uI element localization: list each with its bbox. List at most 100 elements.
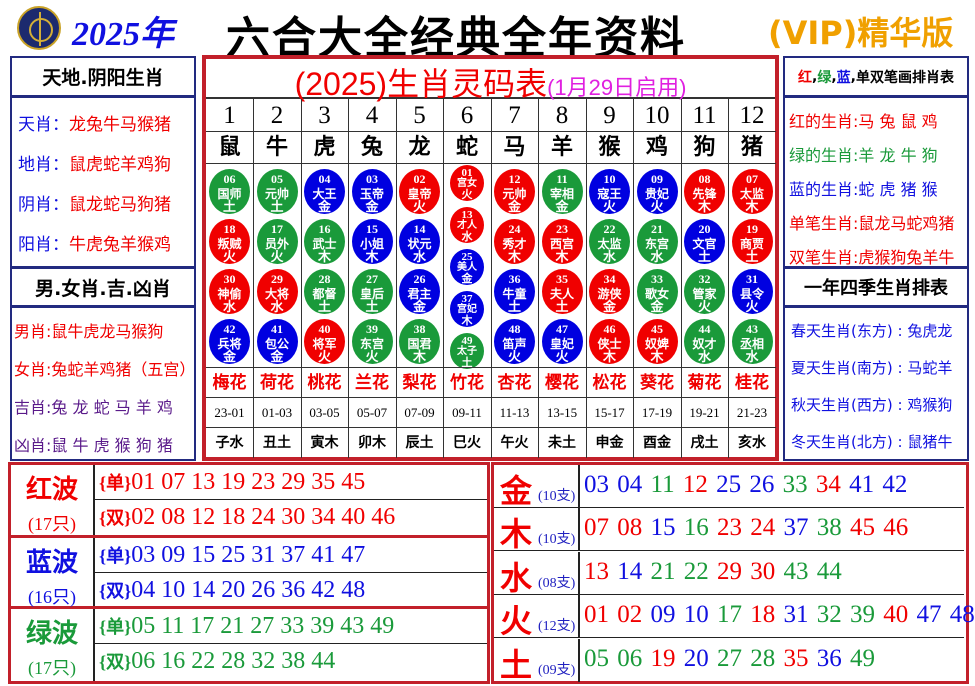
- table-subtitle: (1月29日启用): [547, 75, 687, 100]
- ball-title: 西宫: [549, 236, 574, 251]
- zodiac-name: 猴: [586, 132, 633, 164]
- number-ball[interactable]: 13 才人水: [450, 207, 484, 243]
- number-ball[interactable]: 41 包公金: [256, 318, 298, 364]
- odd-label: {单}: [99, 617, 132, 637]
- ball-number: 29: [271, 271, 283, 286]
- zodiac-name: 虎: [301, 132, 348, 164]
- number-ball[interactable]: 34 游侠金: [589, 268, 630, 314]
- number-ball[interactable]: 12 元帅金: [494, 168, 535, 214]
- number-ball[interactable]: 18 叛贼火: [209, 218, 250, 264]
- zodiac-column: 10 鸡 09 贵妃火 21 东宫水 33 歌女金 45 奴婢木葵花 17-19 酉金: [633, 99, 682, 458]
- element-numbers: 05 06 19 20 27 28 35 36 49: [584, 645, 875, 673]
- time-range: 01-03: [253, 398, 301, 428]
- number-ball[interactable]: 06 国师土: [209, 168, 250, 214]
- earthly-branch: 卯木: [358, 435, 386, 451]
- number-ball[interactable]: 35 夫人土: [541, 268, 583, 314]
- item-key: 春天生肖(东方): [791, 322, 893, 340]
- number-ball[interactable]: 22 太监水: [589, 218, 630, 264]
- number-ball[interactable]: 15 小姐木: [351, 218, 393, 264]
- number-ball[interactable]: 21 东宫水: [636, 218, 678, 264]
- element-number: 36: [816, 644, 842, 672]
- number-ball[interactable]: 05 元帅土: [256, 168, 298, 214]
- number-ball[interactable]: 01 宫女火: [450, 165, 484, 201]
- number-ball[interactable]: 32 管家火: [684, 268, 725, 314]
- zodiac-column: 2 牛 05 元帅土 17 员外火 29 大将水 41 包公金荷花 01-03 丑土: [253, 99, 302, 458]
- number-ball[interactable]: 44 奴才水: [684, 318, 725, 364]
- earthly-branch: 戌土: [690, 435, 719, 451]
- number-ball[interactable]: 23 西宫木: [541, 218, 583, 264]
- number-ball[interactable]: 26 君主金: [399, 268, 440, 314]
- flower-name: 梨花: [396, 367, 443, 398]
- time-range: 11-13: [491, 398, 538, 428]
- element-label: 火 (12支): [494, 595, 580, 640]
- zodiac-name: 蛇: [443, 132, 491, 164]
- number-ball[interactable]: 11 宰相金: [541, 168, 583, 214]
- number-ball[interactable]: 28 都督土: [304, 268, 345, 314]
- number-ball[interactable]: 17 员外火: [256, 218, 298, 264]
- element-number: 29: [717, 557, 742, 585]
- element-number: 42: [882, 471, 908, 498]
- zodiac-column: 12 猪 07 太监木 19 商贾土 31 县令火 43 丞相水桂花 21-23 亥水: [728, 99, 777, 458]
- number-ball[interactable]: 43 丞相水: [731, 318, 773, 364]
- item-sep: :: [853, 248, 859, 267]
- item-key: 秋天生肖(西方): [791, 396, 893, 414]
- number-ball[interactable]: 36 牛童土: [494, 268, 535, 314]
- item-sep: :: [46, 360, 52, 379]
- number-ball[interactable]: 38 国君木: [399, 318, 440, 364]
- element-number: 25: [716, 471, 742, 498]
- number-ball[interactable]: 30 神偷水: [209, 268, 250, 314]
- number-ball[interactable]: 31 县令火: [731, 268, 773, 314]
- number-ball[interactable]: 02 皇帝火: [399, 168, 440, 215]
- number-ball[interactable]: 08 先锋木: [684, 168, 725, 214]
- number-ball[interactable]: 42 兵将金: [209, 318, 250, 364]
- color-stroke-item: 单笔生肖:鼠龙马蛇鸡猪: [789, 210, 954, 234]
- item-sep: ：: [52, 195, 69, 215]
- ball-title: 将军: [312, 336, 337, 351]
- number-ball[interactable]: 49 太子土: [450, 333, 484, 369]
- number-ball[interactable]: 07 太监木: [731, 168, 773, 214]
- element-number: 40: [883, 601, 909, 629]
- ball-element: 木: [650, 349, 664, 365]
- number-ball[interactable]: 20 文官土: [684, 218, 725, 264]
- number-ball[interactable]: 04 大王金: [304, 168, 345, 214]
- ball-title: 神偷: [217, 286, 242, 301]
- ball-title: 夫人: [549, 286, 574, 301]
- number-ball[interactable]: 03 玉帝金: [351, 168, 393, 214]
- element-number: 13: [584, 557, 609, 585]
- number-ball[interactable]: 29 大将水: [256, 268, 298, 315]
- number-ball[interactable]: 19 商贾土: [731, 218, 773, 264]
- item-key: 蓝的生肖: [789, 180, 854, 199]
- green-label: 绿: [817, 69, 832, 86]
- number-ball[interactable]: 37 宫妃木: [450, 291, 484, 327]
- number-ball[interactable]: 16 武士木: [304, 218, 345, 265]
- number-ball[interactable]: 45 奴婢木: [636, 318, 678, 365]
- ball-title: 奴婢: [644, 336, 669, 351]
- ball-title: 贵妃: [644, 186, 669, 201]
- number-ball[interactable]: 25 美人金: [450, 249, 484, 285]
- number-ball[interactable]: 40 将军火: [304, 318, 345, 364]
- odd-label: {单}: [99, 546, 132, 566]
- ball-element: 木: [317, 249, 331, 265]
- number-ball[interactable]: 48 笛声火: [494, 318, 535, 364]
- ball-title: 丞相: [739, 336, 764, 351]
- number-ball[interactable]: 39 东宫火: [351, 318, 393, 364]
- number-ball[interactable]: 24 秀才木: [494, 218, 535, 264]
- number-ball[interactable]: 09 贵妃火: [636, 168, 678, 214]
- number-ball[interactable]: 10 寇王火: [589, 168, 630, 214]
- number-ball[interactable]: 33 歌女金: [636, 268, 678, 314]
- item-value: 兔虎龙: [907, 322, 953, 340]
- ball-number: 25: [461, 251, 473, 263]
- number-ball[interactable]: 27 皇后土: [351, 268, 393, 314]
- ball-element: 火: [412, 199, 426, 215]
- element-count: (12支): [538, 619, 576, 635]
- zodiac-name: 猪: [728, 132, 776, 164]
- number-ball[interactable]: 47 皇妃火: [541, 318, 583, 364]
- ball-element: 水: [270, 299, 284, 315]
- ball-number: 20: [698, 221, 711, 236]
- number-ball[interactable]: 14 状元水: [399, 218, 440, 264]
- number-ball[interactable]: 46 侠士木: [589, 318, 630, 364]
- ball-number: 07: [746, 171, 758, 186]
- ball-number: 44: [698, 321, 711, 336]
- item-key: 双笔生肖: [789, 248, 854, 267]
- ball-number: 49: [461, 335, 473, 347]
